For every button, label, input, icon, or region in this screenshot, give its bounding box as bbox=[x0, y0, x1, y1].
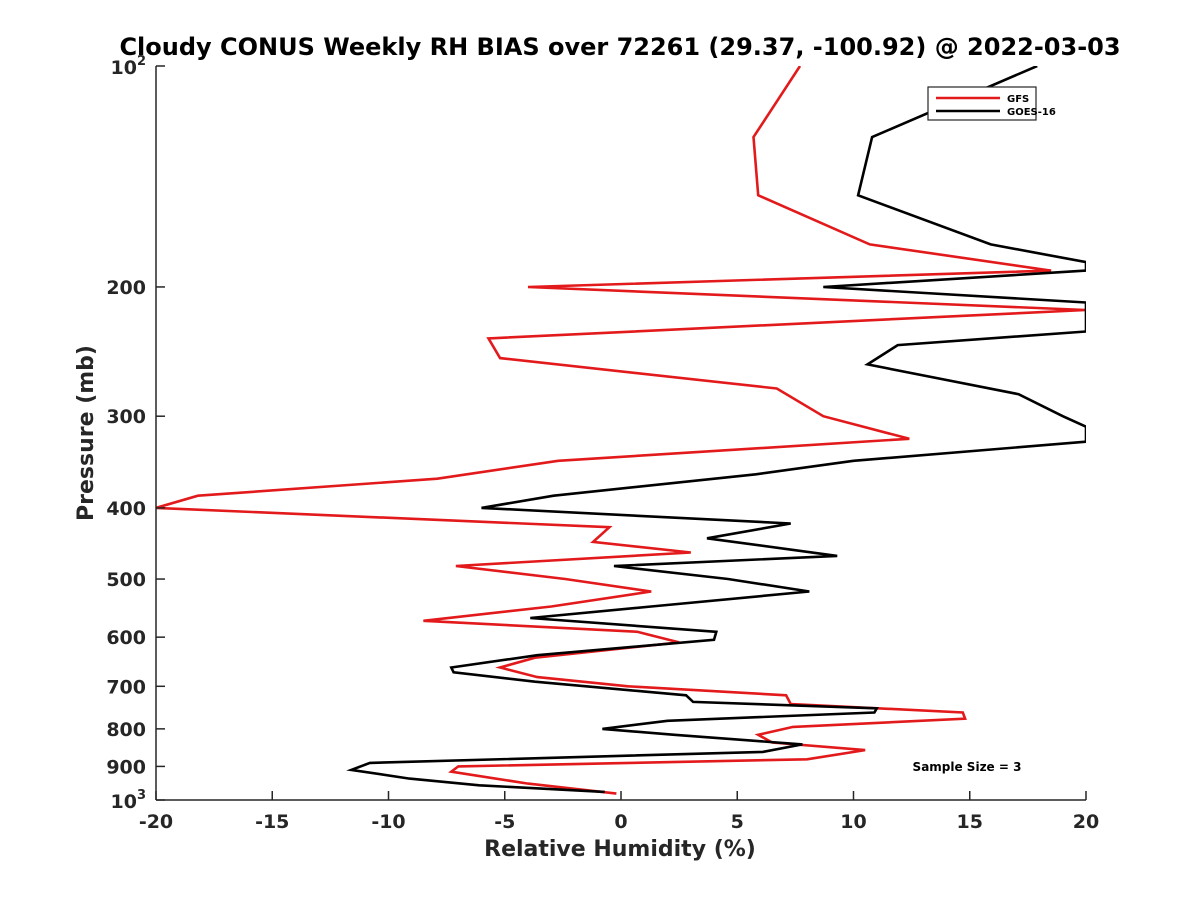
y-axis-ticks: 200 300 400 500 600 700 800 900 102 103 bbox=[106, 54, 165, 813]
x-tick-label: 5 bbox=[731, 811, 744, 833]
y-tick-label: 300 bbox=[106, 406, 146, 428]
y-tick-label: 900 bbox=[106, 756, 146, 778]
y-tick-label: 400 bbox=[106, 498, 146, 520]
x-tick-label: -15 bbox=[255, 811, 289, 833]
series-line-gfs bbox=[156, 66, 1086, 795]
y-tick-label: 700 bbox=[106, 676, 146, 698]
x-tick-label: 10 bbox=[840, 811, 866, 833]
legend-entry-label: GOES-16 bbox=[1007, 107, 1056, 118]
legend: GFS GOES-16 bbox=[927, 86, 1056, 121]
x-axis-label: Relative Humidity (%) bbox=[484, 837, 756, 862]
series-line-goes-16 bbox=[346, 66, 1086, 794]
x-tick-label: 20 bbox=[1073, 811, 1099, 833]
chart-title: Cloudy CONUS Weekly RH BIAS over 72261 (… bbox=[119, 33, 1120, 61]
x-tick-label: -20 bbox=[139, 811, 173, 833]
sample-size-annotation: Sample Size = 3 bbox=[913, 760, 1022, 774]
legend-box bbox=[927, 86, 1037, 121]
x-tick-label: 15 bbox=[957, 811, 983, 833]
y-tick-label: 200 bbox=[106, 277, 146, 299]
y-axis-label: Pressure (mb) bbox=[74, 345, 99, 521]
plot-lines bbox=[156, 66, 1086, 795]
y-tick-label: 800 bbox=[106, 719, 146, 741]
y-tick-label-power: 103 bbox=[111, 788, 147, 813]
x-tick-label: -5 bbox=[494, 811, 515, 833]
x-tick-label: 0 bbox=[614, 811, 627, 833]
x-tick-label: -10 bbox=[371, 811, 405, 833]
y-tick-label: 500 bbox=[106, 569, 146, 591]
legend-entry-label: GFS bbox=[1007, 94, 1029, 105]
y-tick-label-power: 102 bbox=[111, 54, 147, 79]
y-tick-label: 600 bbox=[106, 627, 146, 649]
x-axis-ticks: -20 -15 -10 -5 0 5 10 15 20 bbox=[139, 791, 1099, 833]
